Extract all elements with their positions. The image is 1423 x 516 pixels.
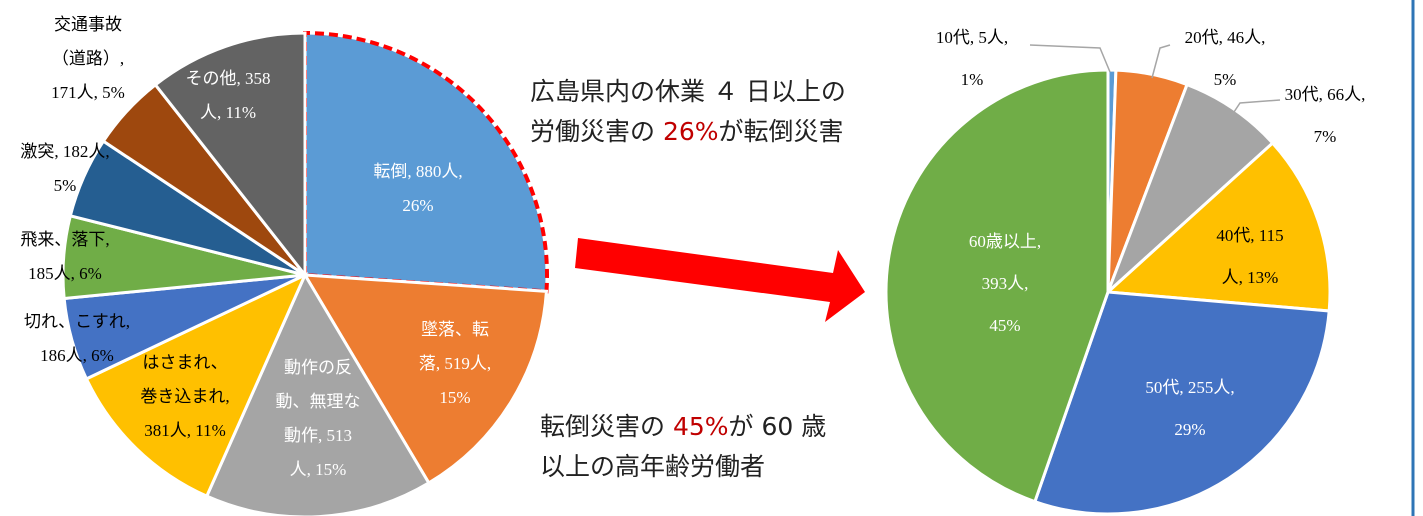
data-label: その他, 358 bbox=[186, 69, 271, 88]
leader-line bbox=[1151, 44, 1171, 79]
data-label: 7% bbox=[1314, 127, 1337, 146]
data-label: 墜落、転 bbox=[421, 320, 489, 339]
annotation-part: 転倒災害の bbox=[540, 412, 673, 441]
annotation-part: 広島県内の休業 ４ 日以上の bbox=[530, 77, 846, 106]
pie-slice bbox=[1104, 140, 1332, 313]
data-label: 185人, 6% bbox=[28, 264, 102, 283]
data-label: （道路）, bbox=[52, 49, 124, 68]
data-label: 切れ、こすれ, bbox=[24, 312, 130, 331]
leader-line bbox=[1231, 99, 1281, 116]
annotation: 転倒災害の 45%が 60 歳 bbox=[540, 412, 826, 441]
data-label: 30代, 66人, bbox=[1285, 85, 1366, 104]
data-label: 飛来、落下, bbox=[20, 230, 109, 249]
data-label: 巻き込まれ, bbox=[140, 387, 229, 406]
data-label: 40代, 115 bbox=[1216, 226, 1283, 245]
data-label: 60歳以上, bbox=[969, 232, 1041, 251]
data-label: 186人, 6% bbox=[40, 346, 114, 365]
data-label: 動作, 513 bbox=[284, 426, 352, 445]
data-label: 落, 519人, bbox=[419, 354, 491, 373]
data-label: 26% bbox=[402, 196, 433, 215]
data-label: 動、無理な bbox=[276, 392, 361, 411]
annotation-part: が 60 歳 bbox=[729, 412, 827, 441]
annotation-part: 労働災害の bbox=[530, 117, 663, 146]
annotation-part: 以上の高年齢労働者 bbox=[540, 452, 765, 481]
data-label: 5% bbox=[1214, 70, 1237, 89]
data-label: 人, 15% bbox=[290, 460, 347, 479]
pie-slice bbox=[884, 68, 1110, 504]
pie-slice bbox=[204, 271, 431, 516]
pie-slice bbox=[84, 271, 309, 499]
data-label: 転倒, 880人, bbox=[373, 162, 462, 181]
data-label: 5% bbox=[54, 176, 77, 195]
data-label: 動作の反 bbox=[284, 358, 352, 377]
data-label: 交通事故 bbox=[54, 15, 122, 34]
data-label: 45% bbox=[989, 316, 1020, 335]
annotation-part: 26% bbox=[663, 117, 719, 146]
data-label: 393人, bbox=[982, 274, 1029, 293]
data-label: 人, 11% bbox=[200, 103, 256, 122]
annotation-part: 45% bbox=[673, 412, 729, 441]
data-label: 29% bbox=[1174, 420, 1205, 439]
annotation: 労働災害の 26%が転倒災害 bbox=[530, 117, 844, 146]
pie-slice bbox=[1032, 290, 1331, 516]
data-label: 171人, 5% bbox=[51, 83, 125, 102]
pie-slice bbox=[1106, 82, 1275, 294]
annotation-part: が転倒災害 bbox=[719, 117, 844, 146]
data-label: 激突, 182人, bbox=[20, 142, 109, 161]
annotation: 広島県内の休業 ４ 日以上の bbox=[530, 77, 846, 106]
data-label: 10代, 5人, bbox=[936, 28, 1008, 47]
leader-line bbox=[1029, 44, 1111, 73]
highlight-outline bbox=[303, 30, 549, 294]
data-label: 人, 13% bbox=[1222, 268, 1279, 287]
data-label: はさまれ、 bbox=[142, 353, 227, 372]
pie-slice bbox=[153, 31, 307, 280]
data-label: 381人, 11% bbox=[144, 421, 226, 440]
pie-slice bbox=[302, 273, 549, 485]
data-label: 15% bbox=[439, 388, 470, 407]
data-label: 1% bbox=[961, 70, 984, 89]
data-label: 20代, 46人, bbox=[1185, 28, 1266, 47]
annotation: 以上の高年齢労働者 bbox=[540, 452, 765, 481]
data-label: 50代, 255人, bbox=[1145, 378, 1234, 397]
arrow bbox=[575, 238, 865, 322]
